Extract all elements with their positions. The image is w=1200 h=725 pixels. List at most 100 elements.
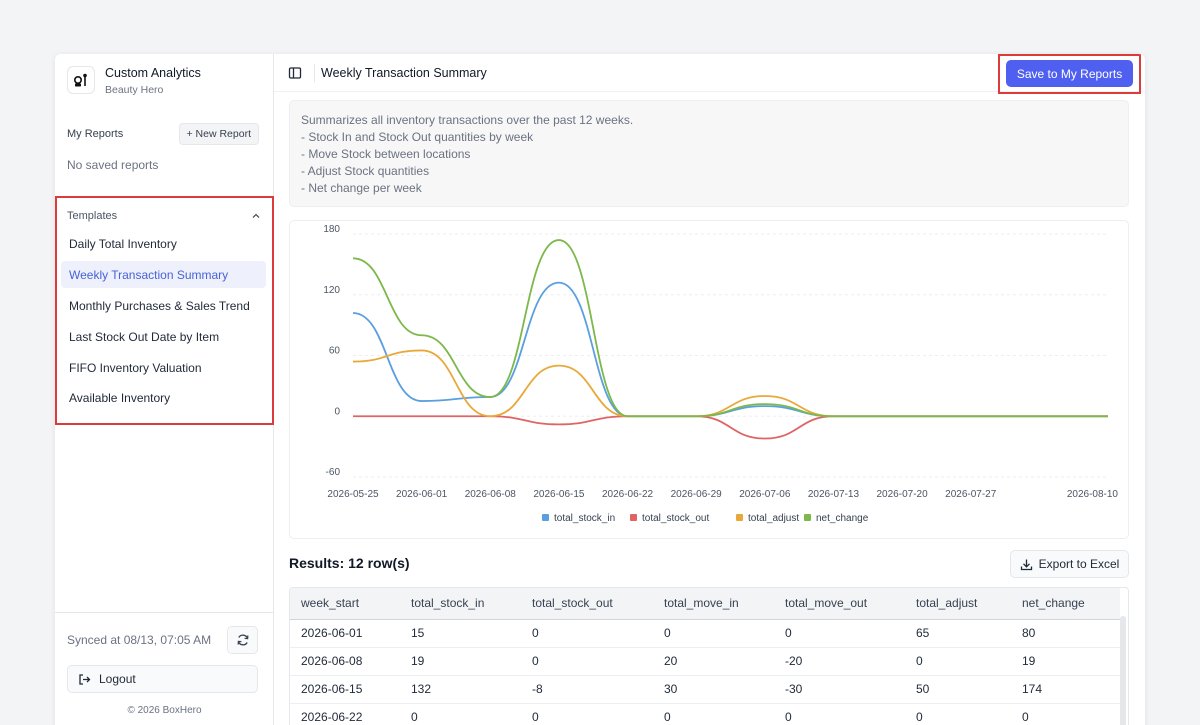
- results-title: Results: 12 row(s): [289, 555, 410, 571]
- table-cell: 80: [1011, 619, 1120, 648]
- table-cell: 132: [400, 675, 521, 704]
- report-description: Summarizes all inventory transactions ov…: [289, 100, 1129, 207]
- refresh-icon: [237, 634, 248, 646]
- table-cell: -20: [774, 647, 905, 676]
- column-header[interactable]: total_stock_in: [400, 588, 521, 620]
- save-to-my-reports-button[interactable]: Save to My Reports: [1006, 60, 1133, 87]
- table-cell: 174: [1011, 675, 1120, 704]
- table-cell: 19: [1011, 647, 1120, 676]
- page-title: Weekly Transaction Summary: [321, 66, 487, 80]
- legend-label: net_change: [816, 513, 869, 524]
- topbar-divider: [314, 64, 315, 82]
- templates-header[interactable]: Templates: [67, 210, 261, 222]
- table-cell: 0: [521, 703, 653, 725]
- column-header[interactable]: net_change: [1011, 588, 1120, 620]
- table-header-row: week_start total_stock_in total_stock_ou…: [290, 588, 1120, 620]
- table-cell: -30: [774, 675, 905, 704]
- table-cell: 0: [653, 619, 774, 648]
- table-cell: 20: [653, 647, 774, 676]
- table-cell: 50: [905, 675, 1011, 704]
- chevron-up-icon[interactable]: [251, 211, 261, 221]
- no-saved-reports-text: No saved reports: [67, 158, 159, 172]
- x-tick-label: 2026-05-25: [327, 489, 379, 500]
- sync-status: Synced at 08/13, 07:05 AM: [67, 633, 212, 647]
- y-tick-label: 60: [329, 346, 341, 357]
- new-report-button[interactable]: + New Report: [178, 123, 259, 145]
- column-header[interactable]: total_stock_out: [521, 588, 653, 620]
- table-scrollbar[interactable]: [1120, 616, 1126, 725]
- table-cell: 0: [521, 619, 653, 648]
- column-header[interactable]: total_adjust: [905, 588, 1011, 620]
- table-cell: 0: [400, 703, 521, 725]
- table-cell: 2026-06-08: [290, 647, 400, 676]
- x-tick-label: 2026-07-27: [945, 489, 997, 500]
- x-tick-label: 2026-06-08: [465, 489, 517, 500]
- description-line: - Net change per week: [301, 181, 422, 195]
- export-to-excel-button[interactable]: Export to Excel: [1010, 550, 1129, 578]
- x-tick-label: 2026-07-13: [808, 489, 860, 500]
- logout-icon: [79, 673, 91, 685]
- table-row: 2026-06-08 19 0 20 -20 0 19: [290, 647, 1120, 676]
- x-tick-label: 2026-08-10: [1067, 489, 1119, 500]
- x-tick-label: 2026-07-20: [877, 489, 929, 500]
- x-tick-label: 2026-06-15: [533, 489, 585, 500]
- app-window: Custom Analytics Beauty Hero My Reports …: [55, 54, 1145, 725]
- my-reports-header: My Reports + New Report: [67, 123, 259, 145]
- table-cell: 2026-06-22: [290, 703, 400, 725]
- save-highlight-box: [998, 54, 1141, 94]
- download-icon: [1020, 559, 1032, 570]
- y-tick-label: -60: [326, 467, 341, 478]
- template-available-inventory[interactable]: Available Inventory: [69, 390, 171, 405]
- y-tick-label: 0: [334, 406, 340, 417]
- column-header[interactable]: total_move_in: [653, 588, 774, 620]
- table-cell: 15: [400, 619, 521, 648]
- template-daily-total-inventory[interactable]: Daily Total Inventory: [69, 236, 177, 251]
- legend-swatch: [736, 514, 743, 521]
- template-last-stock-out-date[interactable]: Last Stock Out Date by Item: [69, 329, 220, 344]
- description-line: - Adjust Stock quantities: [301, 164, 430, 178]
- sidebar: Custom Analytics Beauty Hero My Reports …: [55, 54, 274, 725]
- description-line: Summarizes all inventory transactions ov…: [301, 113, 634, 127]
- table-cell: -8: [521, 675, 653, 704]
- series-line-total-stock-in: [352, 281, 1108, 418]
- series-line-net-change: [352, 239, 1108, 418]
- toggle-sidebar-icon[interactable]: [288, 66, 302, 80]
- legend-label: total_stock_out: [642, 513, 709, 524]
- legend-label: total_adjust: [748, 513, 799, 524]
- table-cell: 0: [774, 703, 905, 725]
- refresh-button[interactable]: [227, 626, 258, 654]
- table-cell: 0: [905, 703, 1011, 725]
- line-chart: 180 120 60 0 -60 2026-05-25 2026-06-01 2026-06-…: [323, 224, 1119, 524]
- x-tick-label: 2026-06-29: [671, 489, 723, 500]
- table-cell: 65: [905, 619, 1011, 648]
- brand: Custom Analytics Beauty Hero: [67, 66, 201, 97]
- table-row: 2026-06-15 132 -8 30 -30 50 174: [290, 675, 1120, 704]
- y-tick-label: 180: [323, 224, 340, 235]
- main-content: Weekly Transaction Summary Save to My Re…: [274, 54, 1145, 725]
- table-cell: 2026-06-01: [290, 619, 400, 648]
- table-row: 2026-06-22 0 0 0 0 0 0: [290, 703, 1120, 725]
- sidebar-footer: Synced at 08/13, 07:05 AM Logout © 2026 …: [55, 612, 274, 725]
- brand-logo-icon: [67, 66, 95, 94]
- template-fifo-inventory-valuation[interactable]: FIFO Inventory Valuation: [69, 360, 202, 375]
- legend-swatch: [804, 514, 811, 521]
- x-tick-label: 2026-06-01: [396, 489, 448, 500]
- chart-panel: 180 120 60 0 -60 2026-05-25 2026-06-01 2026-06-…: [289, 220, 1129, 539]
- column-header[interactable]: total_move_out: [774, 588, 905, 620]
- logout-button[interactable]: Logout: [67, 665, 258, 693]
- workspace-name: Beauty Hero: [105, 84, 164, 96]
- table-cell: 0: [905, 647, 1011, 676]
- legend-swatch: [542, 514, 549, 521]
- x-tick-label: 2026-06-22: [602, 489, 654, 500]
- column-header[interactable]: week_start: [290, 588, 400, 620]
- table-cell: 0: [774, 619, 905, 648]
- series-line-total-stock-out: [353, 415, 1108, 440]
- template-weekly-transaction-summary[interactable]: Weekly Transaction Summary: [61, 261, 266, 288]
- x-tick-label: 2026-07-06: [739, 489, 791, 500]
- y-tick-label: 120: [323, 285, 340, 296]
- table-cell: 30: [653, 675, 774, 704]
- topbar: Weekly Transaction Summary Save to My Re…: [274, 54, 1145, 94]
- table-cell: 19: [400, 647, 521, 676]
- app-title: Custom Analytics: [105, 66, 201, 80]
- template-monthly-purchases-sales-trend[interactable]: Monthly Purchases & Sales Trend: [69, 298, 250, 313]
